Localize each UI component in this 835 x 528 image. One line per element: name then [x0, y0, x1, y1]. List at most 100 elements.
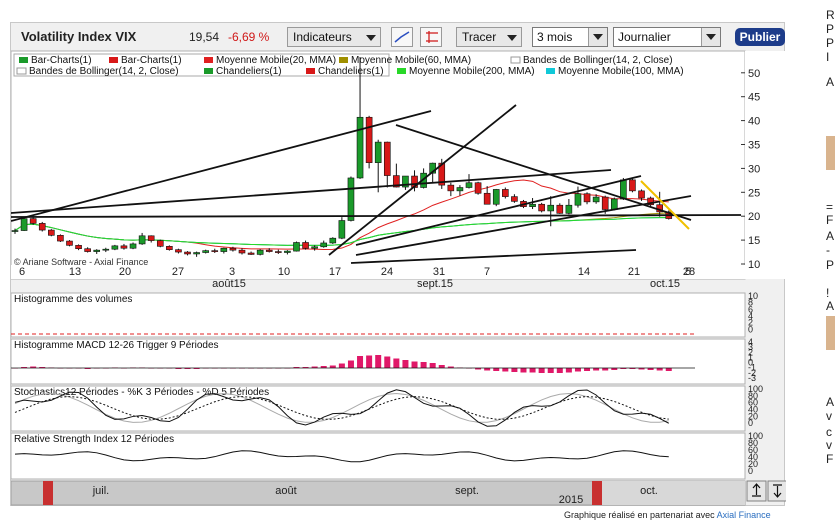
macd-bar [565, 368, 572, 373]
macd-bar [584, 368, 591, 371]
panel-tick: 6 [748, 304, 753, 314]
macd-bar [556, 368, 563, 373]
side-text-fragment: = [826, 200, 834, 214]
candle-body [220, 247, 228, 252]
candle-body [247, 252, 255, 255]
trendline [350, 249, 637, 264]
panel-tick: 3 [748, 342, 753, 352]
x-tick-label: 27 [172, 266, 184, 278]
interval-value: Journalier [618, 30, 671, 44]
y-tick-label: 30 [748, 163, 760, 175]
legend-label: Bar-Charts(1) [121, 55, 182, 66]
candle-body [111, 245, 119, 250]
candle-body [538, 203, 545, 212]
legend-label: Bandes de Bollinger(14, 2, Close) [29, 66, 179, 77]
candle-body [565, 204, 573, 214]
candle-body [238, 249, 246, 254]
candle-body [120, 245, 128, 249]
macd-bar [329, 365, 336, 368]
navigator-range [602, 481, 745, 505]
legend-label: Chandeliers(1) [216, 66, 282, 77]
publish-button[interactable]: Publier [735, 28, 785, 46]
chevron-down-icon [507, 35, 517, 41]
panel-tick: -1 [748, 363, 756, 373]
side-text-fragment: A [826, 75, 835, 89]
candle-body [483, 192, 491, 205]
candle-body [129, 243, 137, 249]
article-thumbnail[interactable] [826, 136, 835, 170]
macd-bar [175, 368, 182, 369]
candle-body [547, 204, 555, 212]
candle-body [166, 246, 173, 250]
article-thumbnail[interactable] [826, 316, 835, 350]
legend-swatch [397, 68, 406, 74]
candle-body [601, 196, 609, 210]
candle-body [265, 249, 273, 252]
macd-bar [39, 367, 46, 368]
macd-bar [638, 368, 645, 370]
side-text-fragment: F [826, 452, 834, 466]
trendline [11, 169, 612, 214]
line-chart-icon [394, 31, 410, 43]
chevron-down-icon[interactable] [588, 28, 607, 46]
macd-bar [311, 366, 318, 368]
candle-body [347, 177, 355, 221]
side-text-fragment: v [826, 409, 832, 423]
panel-tick: 0 [748, 358, 753, 368]
line-chart-type-button[interactable] [391, 27, 413, 47]
panel-tick: 60 [748, 445, 758, 455]
watermark: © Ariane Software - Axial Finance [14, 257, 148, 267]
panel-tick: 10 [748, 291, 758, 301]
indicator-panel [11, 292, 746, 338]
x-tick-label: 6 [19, 266, 25, 278]
navigator-month: sept. [455, 485, 479, 497]
indicators-dropdown[interactable]: Indicateurs [287, 27, 381, 47]
panel-tick: 4 [748, 311, 753, 321]
panel-tick: 8 [748, 298, 753, 308]
candle-body [583, 193, 591, 203]
candle-body [474, 182, 482, 194]
collapse-icon [773, 484, 782, 498]
candle-body [502, 189, 509, 197]
candle-body [556, 204, 564, 214]
candle-body [374, 141, 382, 163]
x-tick-label: 24 [381, 266, 393, 278]
candle-body [393, 175, 400, 188]
side-text-fragment: - [826, 243, 830, 257]
macd-bar [320, 366, 327, 368]
y-tick-label: 45 [748, 92, 760, 104]
footer-credit: Graphique réalisé en partenariat avec Ax… [564, 510, 771, 520]
candle-body [511, 196, 518, 202]
candle-body [610, 198, 618, 210]
x-tick-label: 5 [685, 266, 691, 278]
macd-bar [484, 368, 491, 371]
side-text-fragment: P [826, 258, 835, 272]
macd-bar [357, 356, 364, 368]
interval-select[interactable]: Journalier [613, 27, 721, 47]
macd-bar [475, 368, 482, 370]
candle-body [429, 162, 436, 174]
macd-bar [438, 365, 445, 368]
macd-bar [629, 368, 636, 369]
price-axis [745, 51, 786, 279]
chevron-down-icon[interactable] [701, 28, 720, 46]
candle-body [138, 235, 146, 245]
draw-dropdown[interactable]: Tracer [456, 27, 522, 47]
candle-body [492, 189, 500, 205]
macd-bar [84, 368, 91, 369]
panel-tick: 0 [748, 418, 753, 428]
side-text-fragment: A [826, 299, 835, 313]
period-select[interactable]: 3 mois [532, 27, 608, 47]
legend-swatch [16, 67, 27, 75]
axial-finance-link[interactable]: Axial Finance [716, 510, 771, 520]
macd-bar [665, 368, 672, 371]
candle-body [592, 196, 600, 203]
navigator-month: oct. [640, 485, 658, 497]
candle-body [629, 179, 636, 192]
macd-bar [493, 368, 500, 371]
legend-swatch [109, 57, 118, 63]
legend-box [13, 53, 390, 77]
bar-chart-type-button[interactable] [420, 27, 442, 47]
candle-body [93, 249, 101, 252]
panel-tick: 100 [748, 431, 763, 441]
